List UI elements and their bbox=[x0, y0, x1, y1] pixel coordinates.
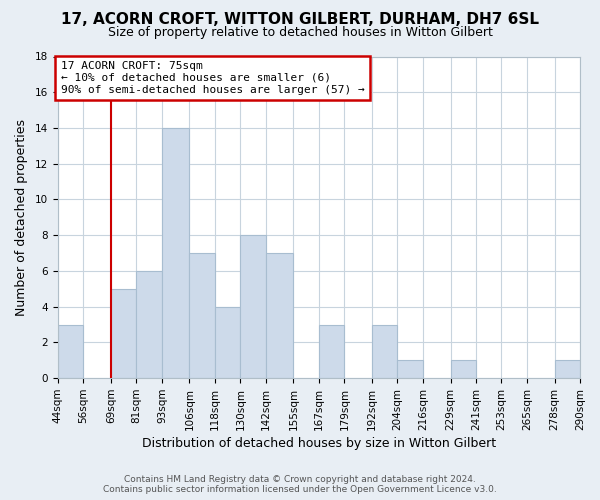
Bar bbox=[215, 306, 241, 378]
Bar bbox=[241, 235, 266, 378]
Bar bbox=[190, 253, 215, 378]
Bar bbox=[451, 360, 476, 378]
Bar bbox=[372, 324, 397, 378]
Bar bbox=[111, 289, 136, 378]
Bar bbox=[554, 360, 580, 378]
Text: 17, ACORN CROFT, WITTON GILBERT, DURHAM, DH7 6SL: 17, ACORN CROFT, WITTON GILBERT, DURHAM,… bbox=[61, 12, 539, 28]
Text: Size of property relative to detached houses in Witton Gilbert: Size of property relative to detached ho… bbox=[107, 26, 493, 39]
Bar bbox=[397, 360, 423, 378]
Bar bbox=[58, 324, 83, 378]
Bar bbox=[136, 271, 162, 378]
Bar bbox=[266, 253, 293, 378]
Text: 17 ACORN CROFT: 75sqm
← 10% of detached houses are smaller (6)
90% of semi-detac: 17 ACORN CROFT: 75sqm ← 10% of detached … bbox=[61, 62, 364, 94]
Text: Contains HM Land Registry data © Crown copyright and database right 2024.
Contai: Contains HM Land Registry data © Crown c… bbox=[103, 474, 497, 494]
X-axis label: Distribution of detached houses by size in Witton Gilbert: Distribution of detached houses by size … bbox=[142, 437, 496, 450]
Bar bbox=[319, 324, 344, 378]
Y-axis label: Number of detached properties: Number of detached properties bbox=[15, 119, 28, 316]
Bar bbox=[162, 128, 190, 378]
